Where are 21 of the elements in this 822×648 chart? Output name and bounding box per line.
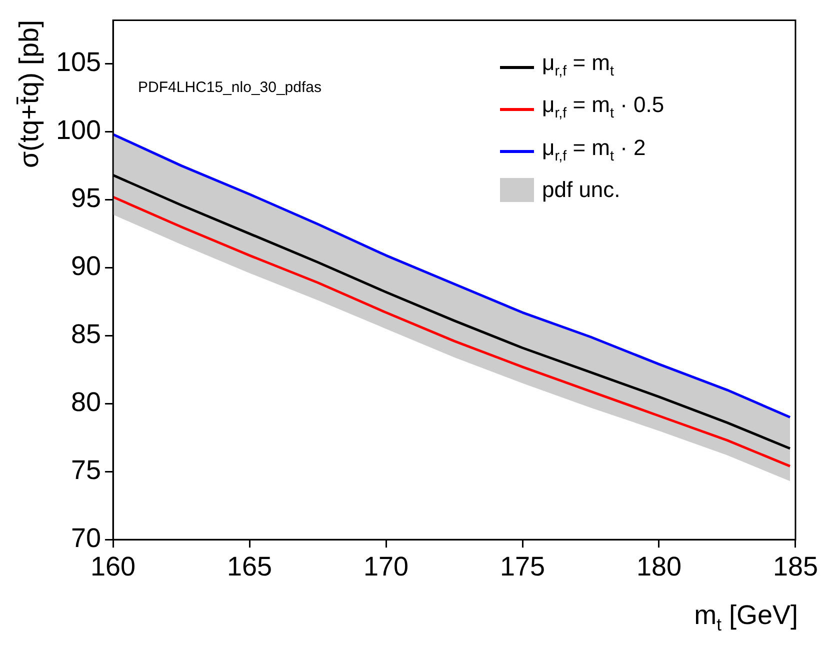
y-tick-label: 70 <box>71 523 102 554</box>
legend-label: μ$_{r,f}$ = m$_{t}$ <box>542 49 614 82</box>
x-tick-label: 165 <box>227 551 272 582</box>
legend-label: μ$_{r,f}$ = m$_{t}$ · 0.5 <box>542 91 664 124</box>
y-tick-label: 105 <box>56 47 102 78</box>
y-tick-label: 100 <box>56 115 102 146</box>
x-axis-title: m$_{t}$ [GeV] <box>694 600 798 636</box>
x-tick-label: 170 <box>363 551 409 582</box>
y-tick-label: 90 <box>71 251 102 282</box>
y-tick-label: 80 <box>71 387 102 418</box>
x-tick-label: 185 <box>772 551 818 582</box>
y-tick-label: 95 <box>71 183 102 214</box>
annotation: pdf unc. <box>542 176 620 204</box>
x-tick-label: 180 <box>636 551 682 582</box>
legend-label: μ$_{r,f}$ = m$_{t}$ · 2 <box>542 134 646 166</box>
y-axis-title: σ(tq+t̄q) [pb] <box>14 20 45 168</box>
x-tick-label: 160 <box>90 551 136 582</box>
x-tick-label: 175 <box>500 551 546 582</box>
annotation: PDF4LHC15_nlo_30_pdfas <box>138 78 322 96</box>
y-tick-label: 85 <box>71 319 102 350</box>
y-tick-label: 75 <box>71 455 102 486</box>
